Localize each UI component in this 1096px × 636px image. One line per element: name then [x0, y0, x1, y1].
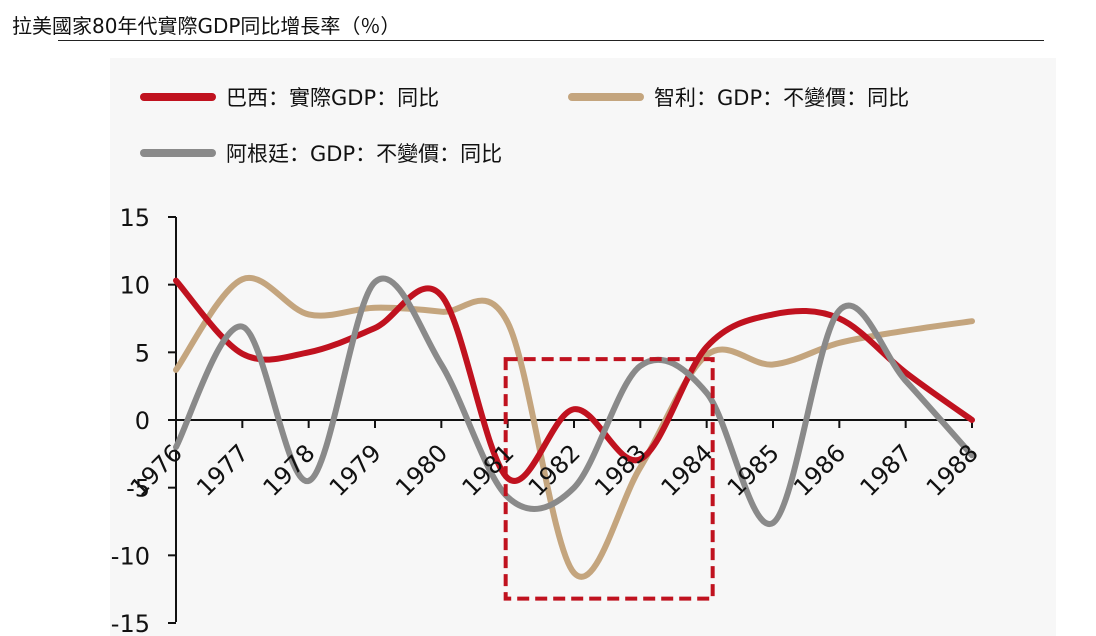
legend-swatch-brazil [140, 93, 216, 101]
legend-swatch-argentina [140, 149, 216, 157]
y-tick-label: 0 [135, 407, 150, 435]
chart-title: 拉美國家80年代實際GDP同比增長率（％） [12, 14, 401, 38]
y-tick-label: 5 [135, 339, 150, 367]
y-tick-label: -10 [111, 542, 150, 570]
legend-label-brazil: 巴西：實際GDP：同比 [226, 86, 440, 110]
legend-label-chile: 智利：GDP：不變價：同比 [654, 86, 910, 110]
highlight-dashed-box [503, 357, 715, 601]
x-tick-label: 1984 [656, 439, 719, 502]
legend-item-chile: 智利：GDP：不變價：同比 [568, 82, 909, 112]
series-line-argentina [173, 275, 975, 527]
legend-label-argentina: 阿根廷：GDP：不變價：同比 [226, 142, 503, 166]
y-tick-label: 10 [119, 272, 150, 300]
title-underline [58, 40, 1044, 41]
x-tick-label: 1980 [390, 439, 453, 502]
x-tick-label: 1977 [191, 439, 254, 502]
x-tick-label: 1988 [921, 439, 984, 502]
legend-item-argentina: 阿根廷：GDP：不變價：同比 [140, 138, 502, 168]
y-tick-label: -5 [126, 475, 150, 503]
legend-item-brazil: 巴西：實際GDP：同比 [140, 82, 439, 112]
x-tick-label: 1987 [855, 439, 918, 502]
legend-swatch-chile [568, 93, 644, 101]
plot-background [110, 58, 1056, 636]
y-tick-label: -15 [111, 610, 150, 636]
x-tick-label: 1979 [324, 439, 387, 502]
x-tick-label: 1981 [457, 439, 520, 502]
y-tick-label: 15 [119, 204, 150, 232]
